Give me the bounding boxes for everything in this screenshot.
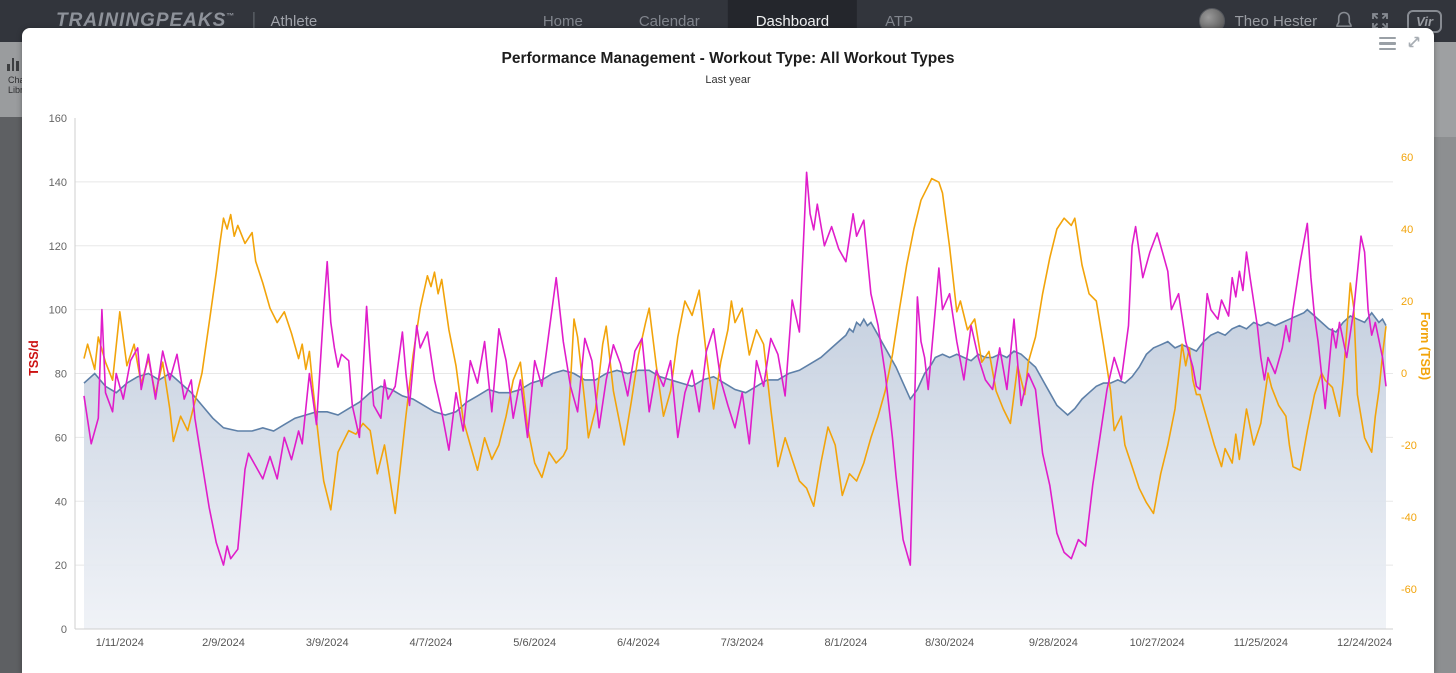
- x-axis-tick: 8/30/2024: [925, 637, 974, 649]
- chart-resize-icon[interactable]: [1408, 36, 1420, 51]
- left-axis-tick: 60: [55, 432, 67, 444]
- right-axis-tick: 20: [1401, 296, 1413, 308]
- x-axis-tick: 12/24/2024: [1337, 637, 1392, 649]
- x-axis-tick: 9/28/2024: [1029, 637, 1078, 649]
- x-axis-tick: 5/6/2024: [513, 637, 556, 649]
- fitness-area: [84, 309, 1386, 629]
- chart-library-label: Chart Library: [8, 75, 22, 95]
- pmc-chart-panel: Performance Management - Workout Type: A…: [22, 28, 1434, 673]
- right-axis-tick: 0: [1401, 368, 1407, 380]
- brand-divider: |: [251, 9, 257, 32]
- chart-library-button[interactable]: Chart Library: [0, 42, 22, 117]
- x-axis-tick: 2/9/2024: [202, 637, 245, 649]
- left-axis-tick: 160: [49, 113, 67, 125]
- trademark-symbol: ™: [226, 11, 236, 21]
- nav-item-calendar[interactable]: Calendar: [638, 12, 700, 30]
- right-scrollbar-track[interactable]: [1434, 42, 1456, 673]
- right-axis-tick: -40: [1401, 512, 1417, 524]
- x-axis-tick: 3/9/2024: [306, 637, 349, 649]
- right-axis-tick: 40: [1401, 224, 1413, 236]
- right-axis-tick: -60: [1401, 584, 1417, 596]
- fitness-line: [83, 308, 1387, 432]
- right-scrollbar-thumb[interactable]: [1434, 42, 1456, 137]
- chart-subtitle: Last year: [705, 74, 751, 86]
- form-line: [83, 177, 1387, 515]
- right-axis-tick: 60: [1401, 152, 1413, 164]
- x-axis-tick: 1/11/2024: [96, 637, 144, 649]
- x-axis-tick: 10/27/2024: [1130, 637, 1185, 649]
- user-name[interactable]: Theo Hester: [1234, 12, 1318, 30]
- left-axis-tick: 0: [61, 624, 67, 636]
- chart-title: Performance Management - Workout Type: A…: [501, 50, 955, 67]
- x-axis-tick: 6/4/2024: [617, 637, 660, 649]
- trainingpeaks-logo[interactable]: TRAININGPEAKS™: [56, 10, 236, 31]
- fatigue-line: [83, 171, 1387, 566]
- context-label: Athlete: [270, 12, 318, 30]
- x-axis-tick: 4/7/2024: [410, 637, 453, 649]
- nav-item-home[interactable]: Home: [542, 12, 583, 30]
- left-axis-label: TSS/d: [27, 340, 41, 375]
- nav-item-atp[interactable]: ATP: [885, 12, 914, 30]
- x-axis-tick: 8/1/2024: [824, 637, 867, 649]
- left-axis-tick: 140: [49, 177, 67, 189]
- right-axis-label: Form (TSB): [1418, 312, 1432, 380]
- left-axis-tick: 100: [49, 305, 67, 317]
- chart-menu-icon[interactable]: [1379, 36, 1396, 51]
- left-axis-tick: 20: [55, 560, 67, 572]
- left-dock-strip: [0, 42, 22, 673]
- left-axis-tick: 40: [55, 496, 67, 508]
- left-axis-tick: 80: [55, 369, 67, 381]
- x-axis-tick: 11/25/2024: [1234, 637, 1288, 649]
- left-axis-tick: 120: [49, 241, 67, 253]
- right-axis-tick: -20: [1401, 440, 1417, 452]
- chart-library-icon: [7, 58, 20, 71]
- pmc-chart[interactable]: 0 20 40 60 80 100 120 140 160 60 40 20 0 -20 -40 -60 1/1…: [22, 28, 1434, 673]
- x-axis-tick: 7/3/2024: [721, 637, 764, 649]
- fullscreen-icon[interactable]: [1371, 12, 1389, 30]
